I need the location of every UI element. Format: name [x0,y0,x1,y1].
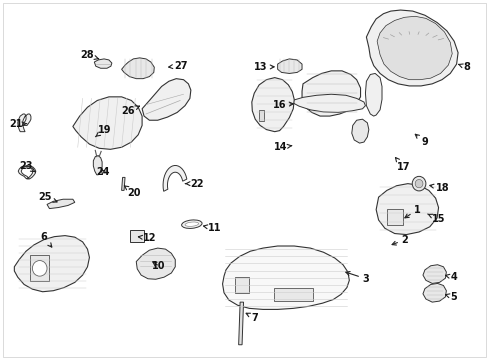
Polygon shape [292,94,365,112]
Polygon shape [259,110,264,121]
Text: 14: 14 [273,142,291,152]
Text: 11: 11 [203,223,222,233]
Text: 20: 20 [124,186,141,198]
Polygon shape [302,71,360,116]
Polygon shape [18,114,31,132]
Polygon shape [386,208,402,225]
Polygon shape [366,10,457,86]
Polygon shape [222,246,348,309]
Text: 18: 18 [429,183,448,193]
Ellipse shape [184,222,198,226]
Text: 16: 16 [272,100,292,110]
Text: 28: 28 [81,50,99,60]
Polygon shape [122,177,125,190]
Text: 8: 8 [458,62,469,72]
Text: 12: 12 [138,233,156,243]
Polygon shape [376,16,451,80]
Text: 19: 19 [95,125,111,137]
Text: 7: 7 [245,313,258,323]
Polygon shape [122,58,154,78]
Polygon shape [93,156,102,175]
Circle shape [414,180,422,188]
Polygon shape [422,265,446,283]
Text: 15: 15 [427,214,445,224]
Text: 4: 4 [445,272,456,282]
Polygon shape [30,255,49,282]
Polygon shape [351,119,368,143]
Polygon shape [94,59,112,68]
Polygon shape [273,288,312,301]
Polygon shape [136,248,175,279]
Polygon shape [365,73,381,116]
FancyBboxPatch shape [130,230,143,242]
Text: 3: 3 [345,271,368,284]
Polygon shape [277,59,302,73]
Polygon shape [14,235,89,292]
Polygon shape [163,166,186,191]
Polygon shape [251,78,294,132]
Ellipse shape [181,220,202,229]
Polygon shape [234,277,249,293]
Text: 17: 17 [395,158,409,172]
Text: 9: 9 [414,134,427,147]
Text: 13: 13 [254,62,274,72]
Polygon shape [47,199,75,208]
Text: 22: 22 [185,179,203,189]
Polygon shape [375,184,438,235]
Text: 10: 10 [152,261,165,271]
Polygon shape [73,97,142,149]
Text: 5: 5 [445,292,456,302]
Circle shape [32,261,47,276]
Text: 6: 6 [40,232,52,247]
Polygon shape [142,78,190,120]
Text: 26: 26 [121,106,139,116]
Text: 25: 25 [39,192,57,202]
Polygon shape [18,166,36,179]
Text: 2: 2 [391,235,407,245]
Polygon shape [422,283,446,302]
Text: 21: 21 [9,120,27,129]
Text: 1: 1 [404,204,420,218]
Polygon shape [238,302,243,345]
Text: 27: 27 [168,61,187,71]
Text: 23: 23 [19,161,35,172]
Text: 24: 24 [96,167,109,177]
Circle shape [411,176,425,191]
